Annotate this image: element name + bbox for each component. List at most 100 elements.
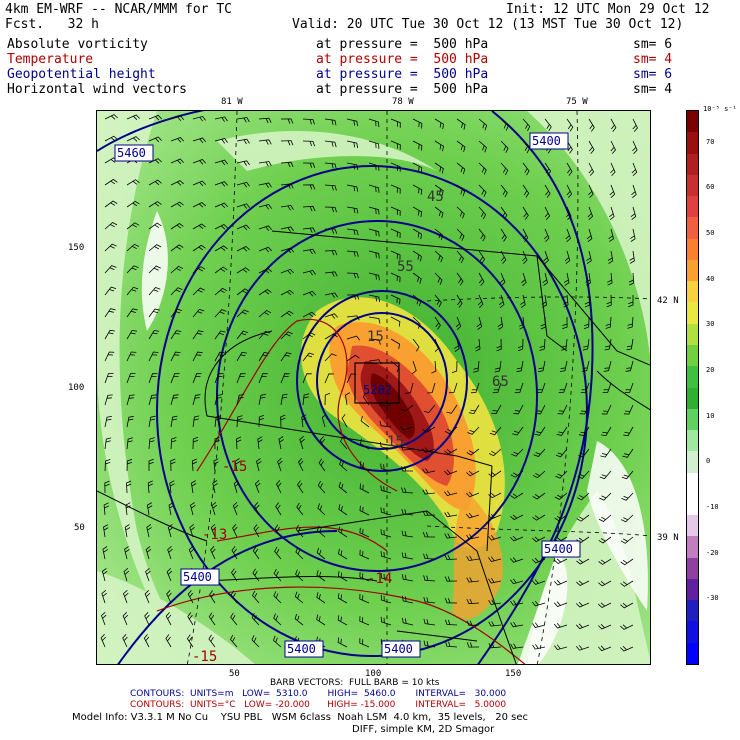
wind-barb — [338, 481, 348, 494]
wind-barb — [324, 118, 337, 126]
wind-barb — [234, 458, 241, 472]
wind-barb — [258, 267, 272, 274]
wind-barb — [466, 534, 480, 540]
map-svg: 5460 5400 5400 5400 5400 5400 5282 45 55… — [97, 111, 650, 664]
wind-barb — [559, 360, 568, 372]
wind-barb — [478, 184, 487, 197]
wind-barb — [456, 250, 464, 264]
colorbar-swatch — [687, 621, 698, 644]
wind-barb — [192, 266, 206, 274]
wind-barb — [170, 115, 185, 121]
wind-barb — [190, 480, 197, 494]
wind-barb — [302, 118, 315, 125]
wind-barb — [280, 310, 294, 318]
wind-barb — [510, 492, 524, 499]
wind-barb — [466, 491, 480, 498]
wind-barb — [476, 316, 483, 330]
wind-barb — [252, 568, 260, 582]
wind-barb — [412, 250, 422, 262]
wind-barb — [466, 577, 480, 583]
wind-barb — [295, 524, 304, 538]
wind-barb — [104, 286, 117, 296]
wind-barb — [236, 203, 251, 209]
wind-barb — [542, 272, 548, 286]
wind-barb — [192, 394, 201, 406]
wind-barb — [233, 480, 240, 494]
wind-barb — [510, 470, 524, 478]
wind-barb — [170, 373, 180, 384]
wind-barb — [208, 634, 216, 648]
wind-barb — [104, 480, 110, 494]
wind-barb — [608, 228, 614, 242]
wind-barb — [317, 480, 326, 494]
wind-barb — [521, 272, 527, 287]
wind-barb — [380, 507, 392, 516]
wind-barb — [563, 294, 569, 308]
wind-barb — [324, 333, 338, 340]
wind-barb — [576, 558, 590, 565]
wind-barb — [422, 532, 436, 538]
wind-barb — [565, 228, 571, 243]
wind-barb — [582, 338, 590, 351]
wind-barb — [380, 594, 392, 604]
wind-barb — [324, 140, 337, 148]
wind-barb — [258, 139, 272, 145]
wind-barb — [359, 549, 370, 560]
wind-barb — [192, 330, 204, 340]
wind-barb — [456, 140, 466, 152]
wind-barb — [444, 597, 458, 604]
wind-barb — [390, 140, 401, 150]
wind-barb — [101, 612, 107, 626]
wind-barb — [231, 546, 238, 560]
wind-barb — [236, 288, 250, 296]
wind-barb — [390, 294, 401, 305]
wind-barb — [146, 502, 153, 516]
wind-barb — [280, 118, 294, 124]
wind-barb — [434, 162, 444, 174]
wind-barb — [488, 492, 502, 499]
wind-barb — [126, 415, 134, 428]
wind-barb — [122, 612, 129, 626]
wind-barb — [604, 338, 612, 351]
wind-barb — [510, 514, 524, 521]
wind-barb — [170, 437, 177, 450]
wind-barb — [212, 480, 218, 494]
colorbar-swatch — [687, 578, 698, 601]
wind-barb — [466, 470, 480, 477]
wind-barb — [555, 448, 568, 458]
wind-barb — [192, 223, 206, 230]
height-label: 5282 — [363, 383, 392, 397]
wind-barb — [562, 316, 568, 330]
wind-barb — [124, 524, 131, 538]
wind-barb — [368, 140, 380, 149]
wind-barb — [166, 568, 173, 582]
wind-barb — [544, 228, 550, 242]
wind-barb — [145, 546, 152, 560]
wind-barb — [556, 426, 568, 436]
height-contour-info: CONTOURS: UNITS=m LOW= 5310.0 HIGH= 5460… — [130, 689, 507, 699]
wind-barb — [620, 536, 634, 544]
wind-barb — [444, 448, 458, 455]
wind-barb — [456, 228, 465, 241]
wind-barb — [346, 315, 360, 321]
wind-barb — [543, 250, 549, 265]
wind-barb — [632, 140, 638, 154]
wind-barb — [167, 545, 173, 560]
wind-barb — [273, 613, 282, 626]
wind-barb — [192, 373, 202, 384]
wind-barb — [144, 590, 151, 604]
wind-barb — [359, 461, 370, 472]
colorbar-tick-label: -30 — [706, 594, 719, 603]
wind-barb — [598, 624, 612, 630]
wind-barb — [412, 184, 423, 195]
model-info-2: DIFF, simple KM, 2D Smagor — [352, 724, 495, 735]
wind-barb — [380, 441, 392, 450]
wind-barb — [610, 118, 617, 132]
wind-barb — [148, 158, 162, 164]
wind-barb — [630, 206, 637, 220]
wind-barb — [148, 373, 158, 384]
wind-barb — [405, 382, 414, 394]
wind-barb — [434, 338, 440, 352]
wind-barb — [444, 576, 458, 582]
wind-barb — [302, 311, 316, 318]
